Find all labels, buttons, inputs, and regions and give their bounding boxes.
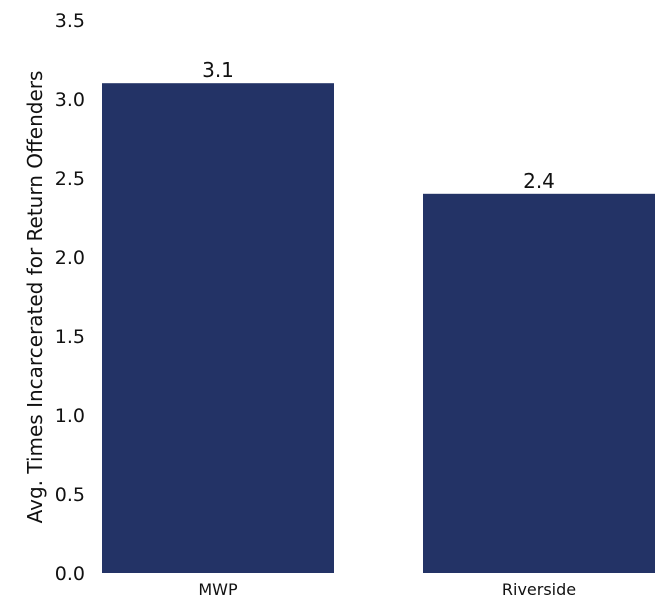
bar-mwp	[102, 83, 334, 573]
y-tick-label: 1.0	[55, 405, 85, 427]
y-axis-title: Avg. Times Incarcerated for Return Offen…	[23, 71, 47, 524]
y-tick-label: 3.5	[55, 10, 85, 32]
y-tick-label: 2.0	[55, 247, 85, 269]
value-labels: 3.1 2.4	[202, 58, 555, 193]
bars	[102, 83, 655, 574]
x-tick-label: Riverside	[502, 580, 576, 599]
x-tick-label: MWP	[198, 580, 238, 599]
bar-riverside	[423, 193, 655, 574]
y-tick-label: 2.5	[55, 168, 85, 190]
bar-value-label: 2.4	[523, 169, 555, 193]
y-tick-label: 0.0	[55, 563, 85, 585]
bar-value-label: 3.1	[202, 58, 234, 82]
y-axis-ticks: 0.0 0.5 1.0 1.5 2.0 2.5 3.0 3.5	[55, 10, 85, 585]
y-tick-label: 3.0	[55, 89, 85, 111]
y-tick-label: 0.5	[55, 484, 85, 506]
y-tick-label: 1.5	[55, 326, 85, 348]
x-axis-ticks: MWP Riverside	[198, 580, 576, 599]
